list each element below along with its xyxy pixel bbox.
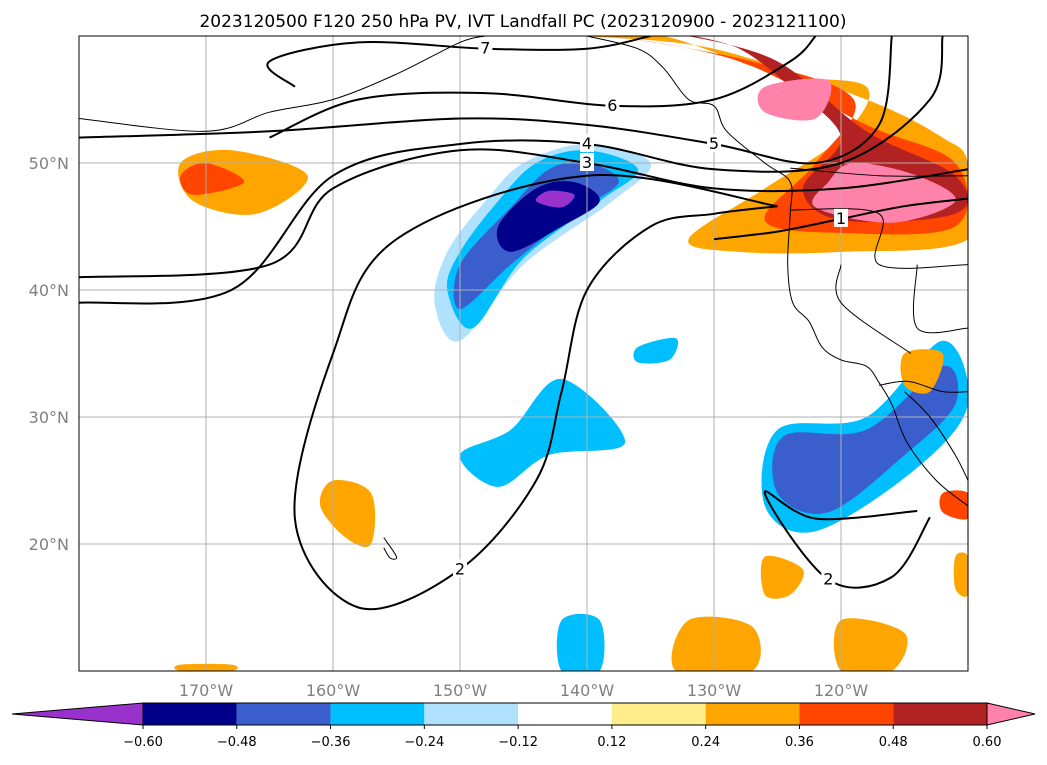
ivt-region-6 bbox=[757, 78, 832, 121]
colorbar-tick-label-8: 0.48 bbox=[879, 735, 908, 750]
pv-contours: 1 2 2 34 5 6 7 bbox=[79, 36, 968, 611]
colorbar-tick-label-6: 0.24 bbox=[691, 735, 720, 750]
lon-tick-label-1: 160°W bbox=[306, 681, 361, 700]
ivt-region-10 bbox=[496, 181, 600, 252]
pv-contour-label-bg-5 bbox=[707, 133, 721, 152]
colorbar: −0.60 −0.48 −0.36 −0.24 −0.12 0.12 0.24 0.36 0.4… bbox=[11, 702, 1036, 750]
pv-contour-label-1: 2 bbox=[455, 559, 465, 578]
colorbar-tick-label-0: −0.60 bbox=[123, 735, 163, 750]
coastline-7 bbox=[912, 264, 968, 334]
colorbar-extend-low bbox=[11, 702, 144, 726]
colorbar-tick-label-7: 0.36 bbox=[785, 735, 814, 750]
lat-tick-label-3: 50°N bbox=[29, 154, 69, 173]
lat-tick-label-2: 40°N bbox=[29, 281, 69, 300]
coastline-3 bbox=[879, 380, 968, 393]
colorbar-tick-label-3: −0.24 bbox=[404, 735, 444, 750]
pv-contour-label-bg-2 bbox=[821, 569, 836, 588]
lon-tick-label-3: 140°W bbox=[560, 681, 615, 700]
pv-contour-2-2 bbox=[763, 490, 931, 589]
colorbar-extend-high bbox=[986, 702, 1036, 726]
chart-title: 2023120500 F120 250 hPa PV, IVT Landfall… bbox=[199, 12, 846, 32]
coastline-8 bbox=[383, 537, 398, 560]
colorbar-segment-0 bbox=[143, 703, 237, 725]
colorbar-segment-5 bbox=[611, 703, 706, 725]
lon-tick-label-4: 130°W bbox=[687, 681, 742, 700]
colorbar-tick-label-2: −0.36 bbox=[311, 735, 351, 750]
ivt-region-17 bbox=[319, 479, 376, 548]
lon-tick-label-5: 120°W bbox=[814, 681, 869, 700]
lat-tick-label-1: 30°N bbox=[29, 408, 69, 427]
colorbar-segment-3 bbox=[424, 703, 519, 725]
pv-contour-label-7: 7 bbox=[480, 39, 490, 58]
pv-contour-label-2: 2 bbox=[823, 570, 833, 589]
ivt-region-12 bbox=[459, 378, 626, 487]
pv-contour-3-3 bbox=[79, 148, 968, 279]
lat-tick-label-0: 20°N bbox=[29, 535, 69, 554]
colorbar-tick-label-4: −0.12 bbox=[498, 735, 538, 750]
ivt-region-20 bbox=[760, 555, 804, 599]
ivt-region-18 bbox=[671, 616, 761, 671]
map-frame bbox=[78, 35, 969, 672]
coastline-5 bbox=[790, 208, 968, 269]
map-background bbox=[79, 36, 968, 671]
pv-contour-6-6 bbox=[269, 36, 817, 139]
pv-contour-label-bg-1 bbox=[453, 559, 467, 578]
colorbar-segment-4 bbox=[518, 703, 612, 725]
ivt-region-1 bbox=[180, 162, 245, 195]
pv-contour-5-5 bbox=[79, 36, 893, 165]
pv-contour-label-5: 5 bbox=[709, 134, 719, 153]
latitude-tick-labels: 20°N 30°N 40°N 50°N bbox=[29, 154, 69, 554]
ivt-pc-shading bbox=[174, 36, 968, 671]
coastline-0 bbox=[79, 36, 486, 132]
ivt-region-22 bbox=[939, 490, 968, 520]
ivt-region-15 bbox=[633, 337, 679, 364]
pv-contour-label-3: 3 bbox=[582, 153, 592, 172]
colorbar-tick-label-5: 0.12 bbox=[597, 735, 626, 750]
pv-contour-label-bg-6 bbox=[605, 95, 620, 114]
coastline-6 bbox=[835, 264, 912, 354]
colorbar-segment-6 bbox=[705, 703, 800, 725]
pv-contour-7-7 bbox=[266, 36, 651, 88]
colorbar-segment-7 bbox=[799, 703, 894, 725]
longitude-tick-labels: 170°W 160°W 150°W 140°W 130°W 120°W bbox=[179, 681, 869, 700]
ivt-region-23 bbox=[953, 552, 968, 597]
coastlines bbox=[79, 36, 968, 560]
colorbar-tick-label-1: −0.48 bbox=[217, 735, 257, 750]
colorbar-segment-8 bbox=[893, 703, 987, 725]
pv-contour-label-bg-3 bbox=[580, 153, 594, 171]
ivt-region-21 bbox=[900, 349, 944, 394]
coastline-2 bbox=[904, 391, 968, 481]
pv-contour-label-6: 6 bbox=[607, 96, 617, 115]
ivt-region-14 bbox=[772, 365, 959, 514]
pv-contour-label-0: 1 bbox=[836, 209, 846, 228]
ivt-region-11 bbox=[535, 190, 575, 208]
colorbar-tick-label-9: 0.60 bbox=[973, 735, 1002, 750]
ivt-region-16 bbox=[556, 613, 605, 671]
ivt-region-19 bbox=[833, 618, 908, 671]
pv-contour-4-4 bbox=[79, 36, 944, 305]
colorbar-segment-1 bbox=[236, 703, 331, 725]
pv-contour-label-4: 4 bbox=[582, 134, 592, 153]
pv-contour-2-1 bbox=[293, 174, 778, 611]
pv-contour-label-bg-7 bbox=[478, 38, 493, 57]
lon-tick-label-2: 150°W bbox=[433, 681, 488, 700]
pv-contour-label-bg-0 bbox=[834, 208, 848, 227]
colorbar-segment-2 bbox=[330, 703, 425, 725]
pv-contour-label-bg-4 bbox=[580, 133, 594, 152]
lon-tick-label-0: 170°W bbox=[179, 681, 234, 700]
coastline-1 bbox=[586, 36, 968, 507]
colorbar-frame bbox=[142, 702, 988, 726]
